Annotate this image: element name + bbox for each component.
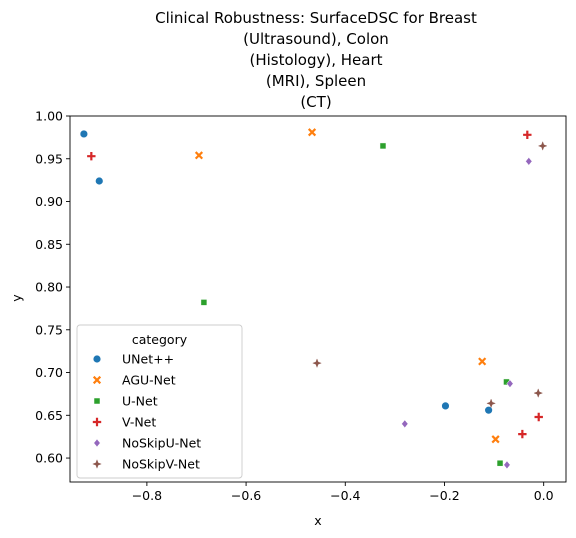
- y-tick-label: 0.75: [35, 322, 63, 337]
- v-net-point: [534, 412, 543, 422]
- legend-title: category: [132, 332, 188, 347]
- y-tick-label: 0.85: [35, 237, 63, 252]
- agu-net-point: [194, 151, 204, 160]
- u-net-point: [200, 299, 208, 306]
- legend-marker-v-net: [92, 417, 102, 427]
- data-points: [79, 128, 548, 470]
- legend: category UNet++ AGU-Net U-Net V-Net NoSkipU-N…: [76, 324, 243, 479]
- legend-marker-noskipv-net: [92, 459, 102, 469]
- x-tick-label: −0.6: [231, 488, 261, 503]
- noskipu-net-point: [506, 379, 514, 388]
- noskipu-net-point: [525, 157, 533, 166]
- y-tick-label: 0.90: [35, 194, 63, 209]
- chart-title-line: (CT): [300, 93, 331, 111]
- y-tick-label: 0.80: [35, 280, 63, 295]
- axes: −0.8 −0.6 −0.4 −0.2 0.0 0.60 0.65 0.70 0.75 0.80 0…: [35, 109, 567, 503]
- v-net-point: [87, 151, 96, 161]
- agu-net-point: [491, 435, 500, 444]
- legend-label-noskipu-net: NoSkipU-Net: [122, 436, 201, 451]
- unet--point: [95, 176, 104, 186]
- noskipv-net-point: [486, 398, 496, 409]
- v-net-point: [523, 130, 532, 140]
- x-tick-label: 0.0: [534, 488, 554, 503]
- y-axis-label: y: [9, 294, 24, 302]
- v-net-point: [518, 429, 527, 439]
- y-tick-label: 0.70: [35, 365, 63, 380]
- chart-title: Clinical Robustness: SurfaceDSC for Brea…: [155, 9, 477, 111]
- chart-title-line: (Ultrasound), Colon: [243, 30, 389, 48]
- x-tick-label: −0.4: [330, 488, 360, 503]
- x-tick-label: −0.8: [132, 488, 162, 503]
- y-tick-label: 0.60: [35, 451, 63, 466]
- legend-label-v-net: V-Net: [122, 415, 156, 430]
- noskipu-net-point: [401, 419, 409, 429]
- legend-marker-noskipu-net: [93, 438, 101, 448]
- legend-label-unet-: UNet++: [122, 352, 174, 367]
- legend-label-agu-net: AGU-Net: [122, 373, 176, 388]
- y-tick-label: 0.65: [35, 408, 63, 423]
- unet--point: [79, 129, 89, 139]
- agu-net-point: [307, 128, 317, 137]
- chart-title-line: (MRI), Spleen: [266, 72, 366, 90]
- y-tick-label: 1.00: [35, 109, 63, 124]
- legend-marker-agu-net: [92, 375, 102, 385]
- unet--point: [484, 405, 493, 415]
- u-net-point: [496, 459, 504, 467]
- noskipv-net-point: [533, 388, 543, 398]
- chart-title-line: (Histology), Heart: [249, 51, 382, 69]
- x-tick-label: −0.2: [429, 488, 459, 503]
- chart-title-line: Clinical Robustness: SurfaceDSC for Brea…: [155, 9, 477, 27]
- noskipu-net-point: [503, 460, 511, 470]
- noskipv-net-point: [537, 141, 548, 151]
- legend-frame: [76, 324, 243, 479]
- y-tick-label: 0.95: [35, 151, 63, 166]
- unet--point: [441, 401, 450, 411]
- noskipv-net-point: [312, 358, 322, 368]
- plot-frame: [69, 115, 567, 483]
- u-net-point: [379, 142, 387, 150]
- x-axis-label: x: [314, 513, 321, 528]
- agu-net-point: [478, 357, 487, 366]
- legend-marker-unet-: [92, 354, 102, 364]
- legend-label-noskipv-net: NoSkipV-Net: [122, 457, 200, 472]
- legend-marker-u-net: [93, 397, 101, 405]
- legend-label-u-net: U-Net: [122, 394, 158, 409]
